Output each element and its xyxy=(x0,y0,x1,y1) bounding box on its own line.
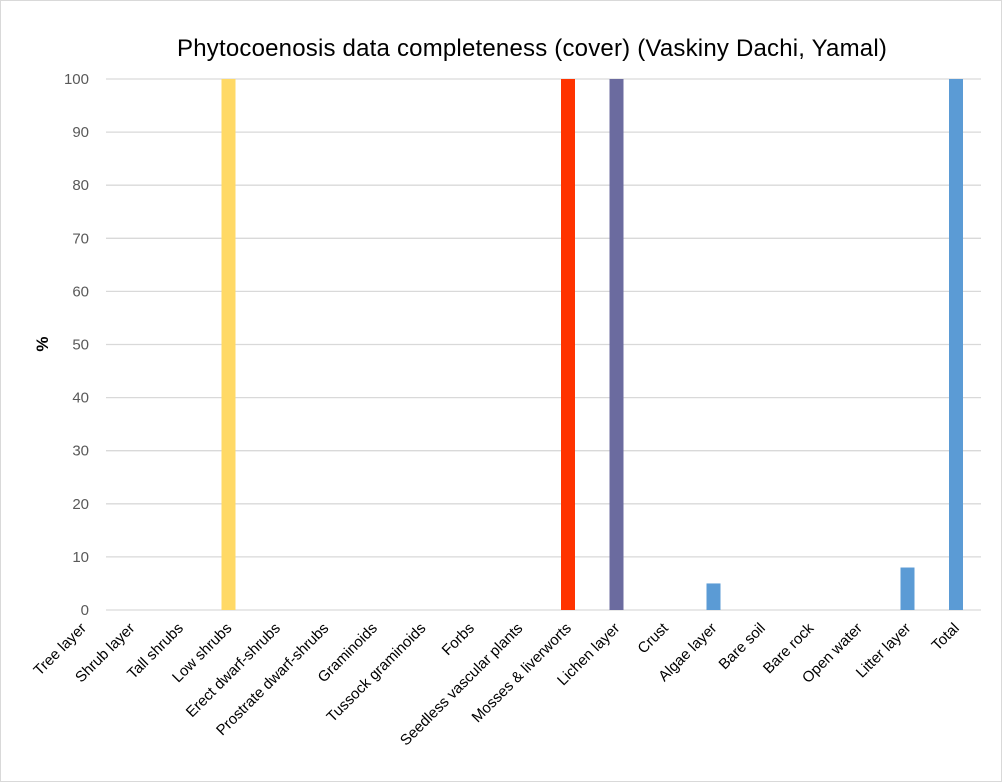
chart-title: Phytocoenosis data completeness (cover) … xyxy=(177,35,888,62)
y-tick-label: 100 xyxy=(64,71,89,88)
bars xyxy=(221,79,963,610)
y-tick-label: 10 xyxy=(72,549,89,566)
bar-litter-layer xyxy=(900,567,915,610)
y-tick-label: 70 xyxy=(72,230,89,247)
x-tick-label: Forbs xyxy=(439,620,478,659)
y-tick-label: 50 xyxy=(72,337,89,354)
y-tick-label: 0 xyxy=(81,602,89,619)
x-tick-label: Crust xyxy=(634,619,672,657)
y-tick-label: 60 xyxy=(72,283,89,300)
bar-lichen-layer xyxy=(609,79,624,610)
y-tick-label: 20 xyxy=(72,496,89,513)
bar-algae-layer xyxy=(706,583,721,610)
x-tick-label: Total xyxy=(928,620,962,654)
y-tick-label: 90 xyxy=(72,124,89,141)
y-tick-label: 80 xyxy=(72,177,89,194)
bar-low-shrubs xyxy=(221,79,236,610)
y-tick-labels: 0 10 20 30 40 50 60 70 80 90 100 xyxy=(64,71,89,619)
bar-mosses-liverworts xyxy=(561,79,575,610)
y-tick-label: 40 xyxy=(72,390,89,407)
gridlines xyxy=(106,78,981,611)
y-tick-label: 30 xyxy=(72,443,89,460)
bar-total xyxy=(949,79,963,610)
